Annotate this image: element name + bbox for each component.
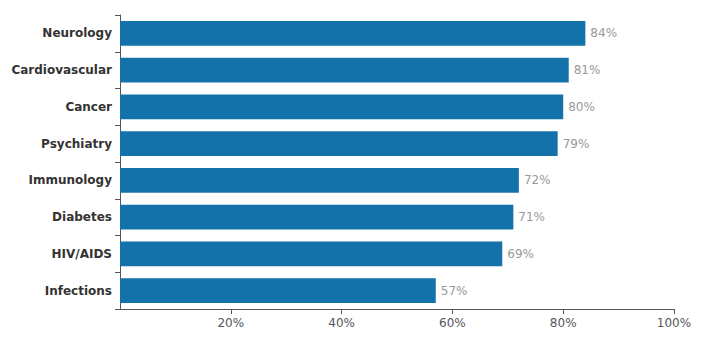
svg-text:69%: 69% [507, 247, 534, 261]
svg-text:80%: 80% [550, 316, 577, 330]
svg-text:81%: 81% [574, 63, 601, 77]
svg-text:20%: 20% [217, 316, 244, 330]
svg-text:57%: 57% [441, 284, 468, 298]
svg-text:Infections: Infections [45, 284, 112, 298]
svg-text:Neurology: Neurology [42, 26, 112, 40]
svg-text:80%: 80% [568, 100, 595, 114]
svg-text:Cancer: Cancer [65, 100, 112, 114]
svg-text:HIV/AIDS: HIV/AIDS [51, 247, 112, 261]
svg-text:Diabetes: Diabetes [52, 210, 112, 224]
svg-text:Immunology: Immunology [28, 173, 112, 187]
svg-text:40%: 40% [328, 316, 355, 330]
svg-text:72%: 72% [524, 173, 551, 187]
svg-text:Psychiatry: Psychiatry [41, 137, 112, 151]
svg-text:71%: 71% [518, 210, 545, 224]
svg-text:Cardiovascular: Cardiovascular [11, 63, 112, 77]
svg-text:100%: 100% [657, 316, 691, 330]
svg-text:60%: 60% [439, 316, 466, 330]
svg-text:79%: 79% [563, 137, 590, 151]
svg-text:84%: 84% [590, 26, 617, 40]
